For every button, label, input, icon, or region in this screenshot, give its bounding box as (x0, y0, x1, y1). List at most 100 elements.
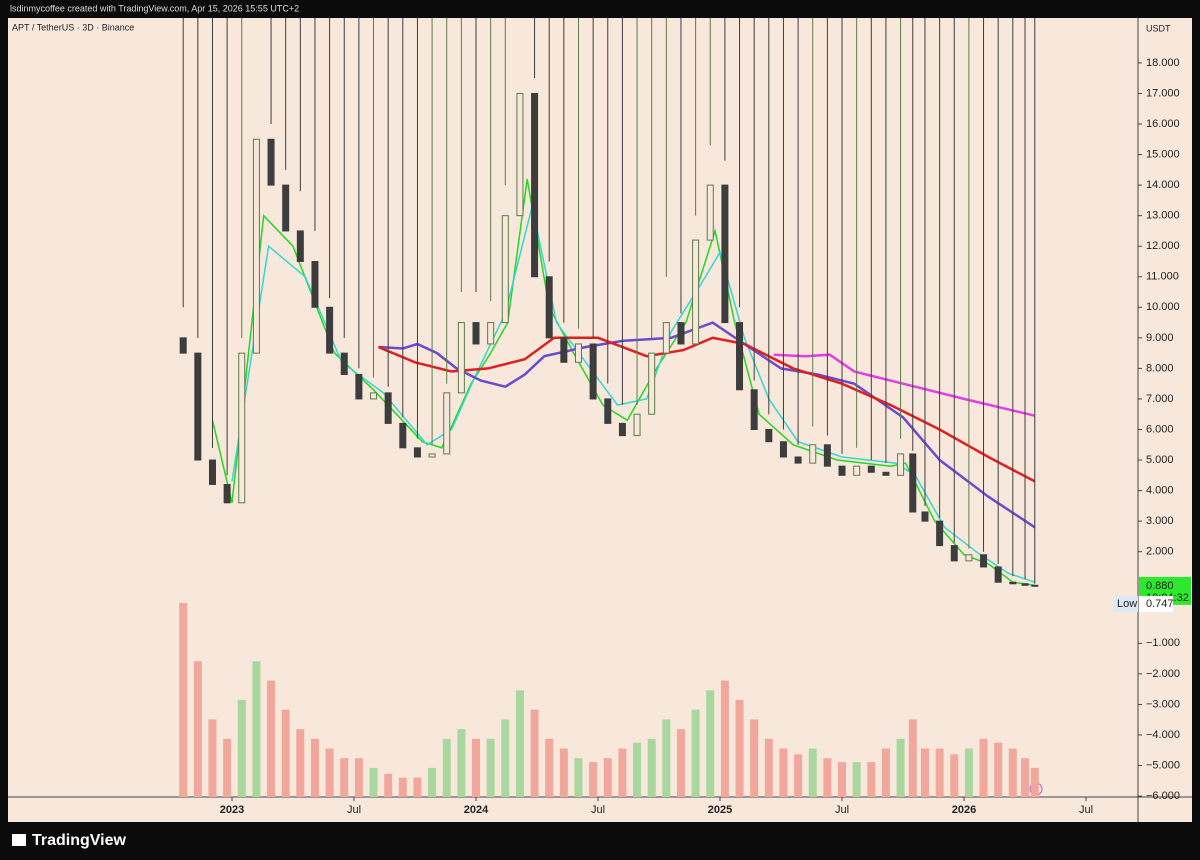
volume-bar (354, 758, 363, 797)
volume-bar (662, 719, 671, 797)
volume-bar (413, 777, 422, 797)
volume-bar (881, 748, 890, 797)
candle-body (516, 92, 524, 217)
candle-body (1009, 581, 1017, 585)
volume-bar (340, 758, 349, 797)
volume-bar (764, 738, 773, 797)
low-label: 0.747 (1146, 598, 1174, 610)
candle-body (399, 422, 407, 449)
volume-bar (296, 729, 305, 797)
volume-bar (979, 738, 988, 797)
y-tick-label: 8.000 (1146, 362, 1174, 374)
y-tick-label: 17.000 (1146, 87, 1180, 99)
volume-bar (676, 729, 685, 797)
chart-title: APT / TetherUS · 3D · Binance (12, 22, 134, 32)
volume-bar (545, 738, 554, 797)
candle-body (194, 352, 202, 461)
volume-bar (442, 738, 451, 797)
candle-body (487, 322, 495, 345)
volume-bar (472, 738, 481, 797)
last-price-label: 0.880 (1146, 580, 1174, 592)
candle-body (794, 456, 802, 464)
candle-body (223, 483, 231, 504)
x-tick-label: 2024 (464, 804, 489, 816)
candle-body (994, 566, 1002, 583)
candle-body (936, 520, 944, 547)
volume-bar (252, 661, 261, 797)
y-tick-label: 10.000 (1146, 301, 1180, 313)
volume-bar (223, 738, 232, 797)
candle-body (179, 337, 187, 354)
low-text: Low (1117, 598, 1137, 610)
volume-bar (486, 738, 495, 797)
candle-body (340, 352, 348, 376)
candle-body (574, 343, 582, 363)
candle-body (809, 444, 817, 464)
moving-average (231, 206, 1036, 583)
candle-body (750, 389, 758, 430)
x-tick-label: Jul (1079, 804, 1093, 816)
volume-bar (633, 742, 642, 797)
volume-bar (908, 719, 917, 797)
candle-body (677, 322, 685, 345)
candle-body (950, 545, 958, 562)
volume-bar (808, 748, 817, 797)
y-tick-label: 9.000 (1146, 332, 1174, 344)
volume-bar (603, 758, 612, 797)
candle-body (443, 392, 451, 455)
volume-bar (310, 738, 319, 797)
header: lsdinmycoffee created with TradingView.c… (10, 3, 299, 13)
volume-bar (1008, 748, 1017, 797)
low-box (1139, 595, 1173, 612)
volume-bar (589, 762, 598, 797)
candle-body (882, 471, 890, 476)
y-tick-label: −2.000 (1146, 668, 1180, 680)
volume-bar (559, 748, 568, 797)
candle-body (633, 413, 641, 437)
volume-bar (852, 762, 861, 797)
volume-bar (515, 690, 524, 797)
candle-body (897, 453, 905, 476)
y-tick-label: 3.000 (1146, 515, 1174, 527)
y-tick-label: 11.000 (1146, 271, 1179, 283)
y-tick-label: 6.000 (1146, 423, 1174, 435)
y-tick-label: 12.000 (1146, 240, 1180, 252)
candle-body (853, 465, 861, 476)
candle-body (721, 184, 729, 324)
y-tick-label: −6.000 (1146, 790, 1180, 802)
volume-bar (838, 762, 847, 797)
y-tick-label: 13.000 (1146, 210, 1180, 222)
candle-body (648, 352, 656, 415)
candle-body (208, 459, 216, 485)
y-tick-label: 14.000 (1146, 179, 1180, 191)
y-tick-label: 5.000 (1146, 454, 1174, 466)
x-tick-label: Jul (347, 804, 361, 816)
candle-body (838, 465, 846, 476)
candle-body (296, 230, 304, 262)
y-tick-label: 18.000 (1146, 57, 1180, 69)
volume-bar (369, 767, 378, 797)
volume-bar (618, 748, 627, 797)
candle-body (1021, 583, 1029, 586)
x-tick-label: 2026 (952, 804, 976, 816)
y-tick-label: 16.000 (1146, 118, 1180, 130)
candle-body (618, 422, 626, 437)
volume-bar (994, 742, 1003, 797)
volume-bar (267, 680, 276, 797)
volume-bar (501, 719, 510, 797)
candle-body (252, 138, 260, 354)
candle-body (765, 428, 773, 443)
volume-bar (691, 709, 700, 797)
volume-bar (964, 748, 973, 797)
y-tick-label: 15.000 (1146, 148, 1180, 160)
y-tick-label: 4.000 (1146, 484, 1174, 496)
volume-bar (794, 754, 803, 797)
candle-body (736, 322, 744, 391)
volume-bar (530, 709, 539, 797)
volume-bar (193, 661, 202, 797)
candle-body (921, 511, 929, 522)
candle-body (311, 260, 319, 308)
volume-bar (428, 767, 437, 797)
moving-average (773, 353, 1036, 417)
